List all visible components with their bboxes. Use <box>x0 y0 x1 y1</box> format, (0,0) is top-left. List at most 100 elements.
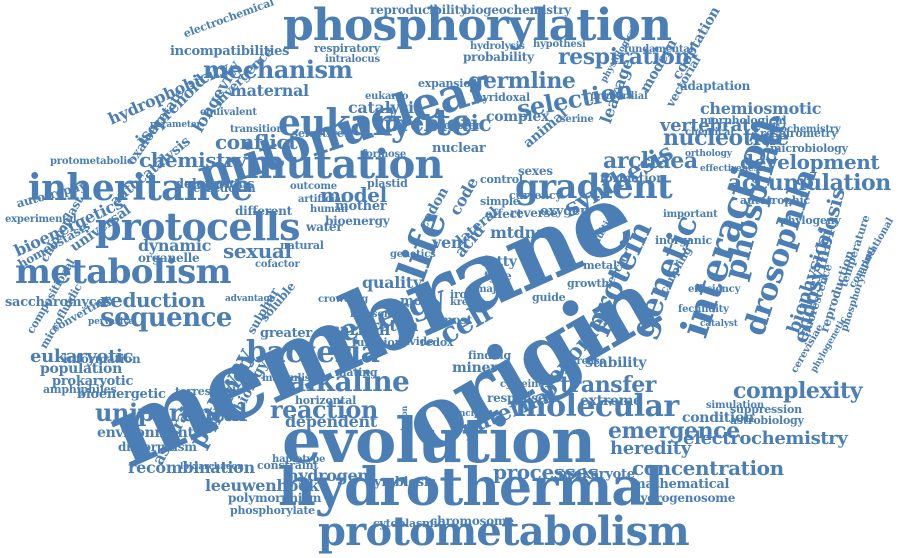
word-effect: effect <box>485 207 523 221</box>
word-bacteria: bacteria <box>246 335 380 370</box>
word-reduction: reduction <box>100 288 206 312</box>
word-response: response <box>487 391 546 405</box>
word-cofactor: cofactor <box>255 259 300 270</box>
word-simulation: simulation <box>706 400 764 411</box>
word-molecular: molecular <box>515 389 679 424</box>
word-phosphorylate: phosphorylate <box>230 504 315 517</box>
word-fecundity: fecundity <box>678 304 729 315</box>
word-autotrophic: autotrophic <box>740 194 810 207</box>
word-selective: selective <box>292 127 344 140</box>
word-advantage: advantage <box>225 294 276 304</box>
word-iron: iron <box>450 288 475 301</box>
word-reverse: reverse <box>510 206 558 220</box>
word-bioenergy: bioenergy <box>325 214 390 228</box>
word-respiratory: respiratory <box>314 42 380 55</box>
word-probability: probability <box>463 50 534 64</box>
word-metal: metal <box>583 259 617 272</box>
word-biogeochemistry: biogeochemistry <box>463 3 571 17</box>
word-haplotype: haplotype <box>272 454 326 465</box>
word-serine: serine <box>560 114 594 125</box>
word-development: development <box>740 150 880 174</box>
word-recombination: recombination <box>128 458 255 477</box>
word-alkaline: alkaline <box>288 365 410 398</box>
word-protometabolism: protometabolism <box>318 508 690 555</box>
word-hypothesi: hypothesi <box>533 39 586 50</box>
word-morphological: morphological <box>700 114 787 127</box>
word-redox: redox <box>420 336 454 349</box>
word-symbiosis: symbiosis <box>367 475 436 490</box>
word-information: information <box>63 352 141 366</box>
word-adaptation: adaptation <box>680 79 751 93</box>
word-mating: mating <box>335 366 378 379</box>
word-maternal: maternal <box>230 81 309 100</box>
word-control: control <box>480 173 523 186</box>
word-formose: formose <box>362 149 407 160</box>
word-chemiosmotic: chemiosmotic <box>700 99 822 118</box>
word-formation: formation <box>600 171 665 185</box>
word-complex: complex <box>486 109 550 125</box>
word-terrestrial: terrestrial <box>175 385 236 398</box>
word-prebiotic: prebiotic <box>384 111 492 137</box>
word-thioester: thioester <box>427 119 481 132</box>
word-eukaryo: eukaryo <box>365 91 409 102</box>
word-genetics: genetics <box>390 249 436 260</box>
word-respirometry: respirometry <box>760 127 838 140</box>
word-prokaryote: prokaryote <box>558 467 635 482</box>
word-chemical: chemical <box>685 127 734 138</box>
word-chromosome: chromosome <box>430 514 514 528</box>
word-major: major <box>476 284 508 295</box>
word-model: model <box>320 183 387 207</box>
word-code: code <box>445 173 482 219</box>
word-bioenergetic: bioenergetic <box>77 387 166 402</box>
word-saccharomyces: saccharomyces <box>5 295 112 310</box>
word-margulis: margulis <box>262 373 311 384</box>
word-protometabolic: protometabolic <box>50 156 133 167</box>
word-intralocus: intralocus <box>325 54 380 65</box>
word-orthology: orthology <box>685 149 732 159</box>
word-lokiarchaeon: lokiarchaeon <box>180 462 244 472</box>
word-transfer: transfer <box>560 372 656 398</box>
word-carbon: carbon <box>330 320 391 339</box>
word-nuclear: nuclear <box>432 141 486 156</box>
word-transmission: transmission <box>399 405 409 462</box>
word-eukaryotic: eukaryotic <box>30 346 134 367</box>
word-population: population <box>40 361 122 377</box>
word-efficiency: efficiency <box>688 284 741 295</box>
word-quality: quality <box>362 273 422 292</box>
word-astrobiology: astrobiology <box>730 414 804 427</box>
word-mechanism: mechanism <box>203 55 353 84</box>
word-guide: guide <box>532 291 566 304</box>
word-polymorphism: polymorphism <box>228 491 322 505</box>
word-water: water <box>306 220 343 234</box>
word-oxygen: oxygen <box>540 204 590 219</box>
word-catalyst: catalyst <box>700 319 738 329</box>
word-divide: divide <box>398 335 434 348</box>
word-processes: processes <box>493 460 599 484</box>
word-horizontal: horizontal <box>295 394 357 407</box>
word-artificial: artificial <box>298 194 345 205</box>
word-protocells: protocells <box>95 204 301 249</box>
word-finding: finding <box>468 349 511 362</box>
word-cysteine: cysteine <box>500 379 545 390</box>
word-hydrothermal: hydrothermal <box>278 457 664 518</box>
word-inorganic: inorganic <box>655 234 713 247</box>
word-growth: growth <box>567 277 610 290</box>
word-natural: natural <box>280 239 324 252</box>
word-dependent: dependent <box>285 412 377 431</box>
word-phylogeny: phylogeny <box>780 214 841 227</box>
word-mtdna: mtdna <box>490 223 546 242</box>
word-outcome: outcome <box>290 181 337 192</box>
word-eukaryote: eukaryote <box>278 102 473 144</box>
word-mutation: mutation <box>244 141 444 188</box>
word-type: type <box>484 269 512 283</box>
word-dimorphism: dimorphism <box>118 440 197 454</box>
word-suppression: suppression <box>730 403 802 416</box>
word-environment: environment <box>97 425 194 441</box>
word-leeuwenhoek: leeuwenhoek <box>205 476 319 495</box>
word-expansion: expansion <box>418 77 479 90</box>
word-microbiology: microbiology <box>770 142 848 155</box>
word-heredity: heredity <box>610 438 691 459</box>
word-vent: vent <box>432 233 470 252</box>
word-hydrolysis: hydrolysis <box>470 41 525 52</box>
word-ribosome: ribosome <box>350 309 401 320</box>
